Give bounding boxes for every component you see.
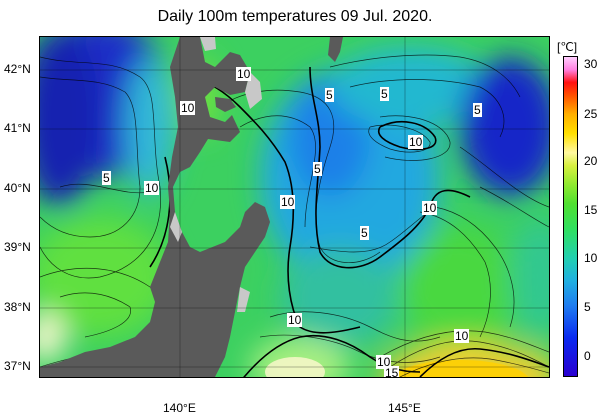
contour-label: 10	[236, 67, 252, 81]
longitude-label: 145°E	[388, 401, 421, 415]
contour-label: 10	[422, 201, 438, 215]
latitude-label: 38°N	[4, 300, 31, 314]
latitude-label: 40°N	[4, 181, 31, 195]
contour-label: 10	[376, 355, 392, 369]
contour-label: 10	[180, 101, 196, 115]
contour-label: 5	[360, 226, 369, 240]
temperature-field	[40, 37, 549, 377]
colorbar-tick: 25	[584, 107, 598, 121]
graticule	[40, 37, 549, 377]
contour-label: 5	[102, 171, 111, 185]
contour-label: 10	[408, 135, 424, 149]
latitude-label: 39°N	[4, 240, 31, 254]
contour-label: 10	[454, 329, 470, 343]
longitude-label: 140°E	[163, 401, 196, 415]
contour-label: 5	[325, 88, 334, 102]
contour-label: 15	[384, 366, 400, 377]
contour-label: 10	[144, 181, 160, 195]
colorbar-tick: 5	[584, 300, 591, 314]
colorbar-unit: [℃]	[557, 40, 578, 54]
contour-lines-bold	[149, 66, 549, 377]
contour-label: 5	[473, 103, 482, 117]
colorbar-tick: 30	[584, 57, 598, 71]
contour-label: 10	[287, 313, 303, 327]
contour-label: 10	[280, 195, 296, 209]
temperature-map: 10 10 5 5 5 10 5 10 5 10 10 5 10 10 10 1…	[39, 36, 550, 378]
colorbar-tick: 0	[584, 349, 591, 363]
latitude-label: 41°N	[4, 121, 31, 135]
colorbar-tick: 20	[584, 154, 598, 168]
colorbar-tick: 10	[584, 251, 598, 265]
colorbar	[563, 56, 578, 377]
map-title: Daily 100m temperatures 09 Jul. 2020.	[157, 8, 433, 25]
latitude-label: 37°N	[4, 359, 31, 373]
contour-label: 5	[380, 87, 389, 101]
latitude-label: 42°N	[4, 62, 31, 76]
contour-label: 5	[313, 162, 322, 176]
colorbar-tick: 15	[584, 203, 598, 217]
land-mass	[40, 37, 343, 377]
